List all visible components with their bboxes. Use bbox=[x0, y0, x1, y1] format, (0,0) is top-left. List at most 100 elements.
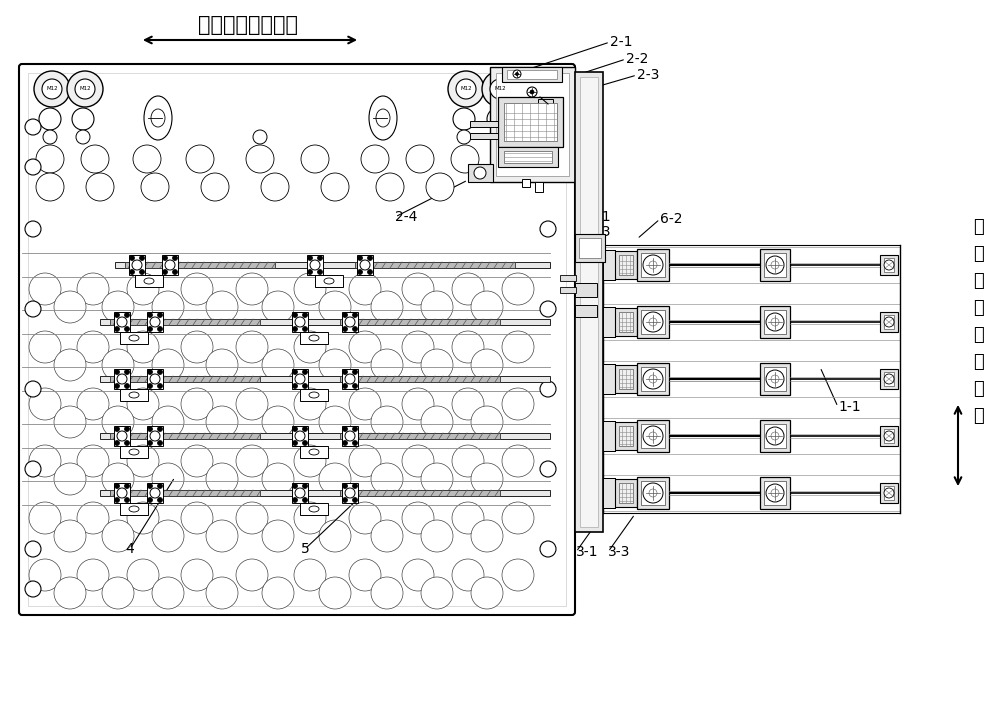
Circle shape bbox=[148, 327, 152, 332]
Circle shape bbox=[371, 520, 403, 552]
Bar bbox=[880, 255, 898, 275]
Bar bbox=[292, 483, 308, 503]
Circle shape bbox=[127, 388, 159, 420]
Circle shape bbox=[158, 426, 162, 431]
Circle shape bbox=[766, 427, 784, 445]
Circle shape bbox=[502, 388, 534, 420]
Bar bbox=[470, 121, 498, 127]
Bar bbox=[125, 262, 275, 268]
Circle shape bbox=[124, 498, 130, 503]
Circle shape bbox=[132, 260, 142, 270]
Circle shape bbox=[421, 520, 453, 552]
Ellipse shape bbox=[309, 392, 319, 398]
Circle shape bbox=[345, 317, 355, 327]
Circle shape bbox=[319, 406, 351, 438]
Circle shape bbox=[54, 406, 86, 438]
Circle shape bbox=[342, 426, 348, 431]
Circle shape bbox=[158, 498, 162, 503]
Bar bbox=[342, 483, 358, 503]
Circle shape bbox=[25, 221, 41, 237]
Bar bbox=[619, 369, 633, 389]
Circle shape bbox=[884, 317, 894, 327]
Bar bbox=[507, 70, 557, 79]
Circle shape bbox=[342, 383, 348, 389]
Circle shape bbox=[448, 71, 484, 107]
Circle shape bbox=[140, 255, 144, 260]
Bar bbox=[355, 262, 515, 268]
Circle shape bbox=[321, 173, 349, 201]
Circle shape bbox=[358, 255, 362, 260]
Circle shape bbox=[540, 301, 556, 317]
Circle shape bbox=[148, 484, 152, 489]
Circle shape bbox=[452, 445, 484, 477]
Circle shape bbox=[25, 461, 41, 477]
Circle shape bbox=[884, 488, 894, 498]
Circle shape bbox=[148, 426, 152, 431]
Circle shape bbox=[643, 426, 663, 446]
Bar bbox=[340, 376, 500, 382]
Circle shape bbox=[186, 145, 214, 173]
Circle shape bbox=[181, 273, 213, 305]
Bar bbox=[619, 483, 633, 503]
Circle shape bbox=[421, 463, 453, 495]
Circle shape bbox=[165, 260, 175, 270]
Circle shape bbox=[117, 317, 127, 327]
Circle shape bbox=[114, 426, 120, 431]
Circle shape bbox=[371, 406, 403, 438]
Circle shape bbox=[114, 327, 120, 332]
Circle shape bbox=[236, 502, 268, 534]
Ellipse shape bbox=[309, 335, 319, 341]
Text: 6-3: 6-3 bbox=[588, 225, 610, 239]
Circle shape bbox=[152, 577, 184, 609]
Circle shape bbox=[152, 291, 184, 323]
Bar bbox=[538, 99, 553, 109]
Circle shape bbox=[36, 173, 64, 201]
Text: M12: M12 bbox=[46, 86, 58, 91]
Circle shape bbox=[421, 291, 453, 323]
Bar bbox=[641, 367, 665, 391]
Bar bbox=[120, 389, 148, 401]
Ellipse shape bbox=[369, 96, 397, 140]
Bar bbox=[619, 255, 633, 275]
Bar bbox=[340, 319, 500, 325]
Circle shape bbox=[25, 541, 41, 557]
Bar bbox=[342, 369, 358, 389]
Circle shape bbox=[102, 406, 134, 438]
Circle shape bbox=[262, 520, 294, 552]
Circle shape bbox=[152, 463, 184, 495]
Circle shape bbox=[349, 388, 381, 420]
Circle shape bbox=[349, 445, 381, 477]
Bar bbox=[580, 77, 598, 527]
Bar bbox=[615, 308, 637, 336]
Circle shape bbox=[262, 349, 294, 381]
Circle shape bbox=[181, 559, 213, 591]
Circle shape bbox=[342, 312, 348, 317]
Bar bbox=[637, 420, 669, 452]
Circle shape bbox=[540, 381, 556, 397]
Bar bbox=[342, 426, 358, 446]
Circle shape bbox=[181, 445, 213, 477]
Bar bbox=[575, 72, 603, 532]
Circle shape bbox=[236, 273, 268, 305]
Circle shape bbox=[302, 440, 308, 445]
Bar bbox=[764, 253, 786, 277]
Circle shape bbox=[295, 374, 305, 384]
Circle shape bbox=[540, 461, 556, 477]
Circle shape bbox=[513, 70, 521, 78]
Circle shape bbox=[540, 541, 556, 557]
Circle shape bbox=[206, 577, 238, 609]
Circle shape bbox=[302, 370, 308, 375]
Circle shape bbox=[352, 498, 358, 503]
Bar bbox=[880, 312, 898, 332]
Bar bbox=[114, 483, 130, 503]
Circle shape bbox=[148, 312, 152, 317]
Circle shape bbox=[292, 327, 298, 332]
Circle shape bbox=[173, 255, 178, 260]
Circle shape bbox=[77, 273, 109, 305]
Circle shape bbox=[426, 173, 454, 201]
Text: 3-1: 3-1 bbox=[576, 545, 598, 559]
Circle shape bbox=[368, 269, 372, 274]
Text: M12: M12 bbox=[460, 86, 472, 91]
Bar bbox=[880, 483, 898, 503]
Circle shape bbox=[261, 173, 289, 201]
